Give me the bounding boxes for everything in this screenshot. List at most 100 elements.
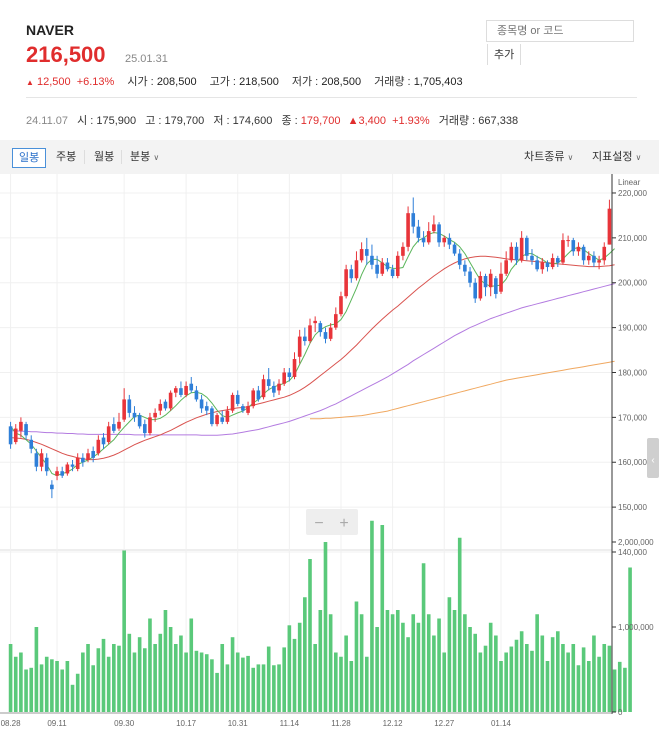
- candlestick-series: [8, 197, 612, 499]
- candle-body: [370, 255, 374, 265]
- candle-body: [457, 253, 462, 265]
- change-amount: 12,500: [36, 76, 71, 88]
- tab-weekly[interactable]: 주봉: [56, 151, 77, 163]
- zoom-out-icon[interactable]: −: [314, 515, 323, 532]
- price-tick-label: 220,000: [618, 189, 647, 198]
- info-volume: 667,338: [478, 115, 519, 127]
- volume-bar: [75, 673, 80, 712]
- candle-body: [86, 453, 90, 460]
- info-close: 179,700: [300, 115, 341, 127]
- volume-bar: [607, 645, 612, 712]
- price-tick-label: 200,000: [618, 279, 647, 288]
- chart-axes: 08.28 09.11 09.30 10.17 10.31 11.14 11.28 12.12…: [0, 174, 654, 728]
- volume-bar: [364, 656, 369, 712]
- volume-bar: [225, 664, 230, 712]
- candle-body: [163, 401, 168, 409]
- x-tick-label: 11.28: [331, 719, 351, 728]
- x-tick-label: 09.11: [47, 719, 67, 728]
- x-tick-label: 09.30: [114, 719, 135, 728]
- candle-body: [555, 258, 560, 263]
- candle-body: [29, 439, 34, 449]
- candle-body: [411, 213, 416, 227]
- add-button[interactable]: 추가: [487, 44, 522, 65]
- candle-body: [473, 282, 478, 299]
- candle-body: [426, 231, 431, 243]
- volume-bar: [70, 684, 75, 712]
- candle-body: [19, 421, 23, 431]
- volume-bar: [525, 644, 529, 712]
- candle-body: [246, 406, 250, 413]
- volume-bar: [530, 650, 534, 712]
- candle-body: [101, 437, 106, 445]
- x-tick-label: 11.14: [280, 719, 300, 728]
- candle-body: [488, 273, 493, 288]
- candle-body: [566, 240, 570, 242]
- price-summary-row: ▲ 12,500 +6.13% 시가 : 208,500 고가 : 218,50…: [26, 73, 463, 89]
- candle-body: [158, 403, 163, 411]
- candle-body: [75, 457, 80, 469]
- candle-body: [540, 262, 545, 270]
- open-label: 시가 :: [127, 76, 154, 88]
- candle-body: [297, 336, 302, 357]
- volume-bar: [142, 648, 147, 712]
- chart-type-dropdown[interactable]: 차트종류 ∨: [518, 148, 579, 166]
- candle-body: [349, 269, 354, 279]
- candle-body: [364, 249, 369, 256]
- tab-monthly[interactable]: 월봉: [94, 151, 115, 163]
- indicator-settings-label: 지표설정: [592, 151, 633, 163]
- side-panel-toggle[interactable]: ‹: [647, 438, 659, 478]
- zoom-in-icon[interactable]: +: [339, 515, 348, 532]
- candle-body: [256, 390, 261, 400]
- candle-body: [421, 237, 426, 243]
- volume-bar: [509, 646, 514, 712]
- candle-body: [44, 457, 49, 472]
- candle-body: [230, 394, 235, 411]
- volume-bar: [328, 614, 333, 712]
- volume-bar: [514, 639, 519, 712]
- info-up-arrow-icon: ▲: [347, 115, 359, 127]
- tab-daily[interactable]: 일봉: [12, 148, 47, 168]
- volume-bar: [576, 665, 581, 712]
- search-input[interactable]: [486, 20, 634, 42]
- volume-bar: [395, 610, 400, 712]
- volume-bar: [287, 625, 292, 712]
- volume-bar: [13, 656, 18, 712]
- info-volume-label: 거래량 :: [438, 115, 476, 127]
- volume-bar: [586, 661, 591, 712]
- volume-bar: [194, 650, 199, 712]
- divider: [26, 97, 637, 98]
- info-high-label: 고 :: [145, 115, 162, 127]
- tab-minute[interactable]: 분봉 ∨: [124, 148, 165, 166]
- info-low: 174,600: [232, 115, 273, 127]
- volume-bar: [504, 652, 508, 712]
- volume-bar: [137, 637, 142, 712]
- volume-value: 1,705,403: [413, 76, 463, 88]
- candle-body: [339, 296, 343, 315]
- candle-body: [586, 255, 591, 261]
- candle-body: [70, 464, 75, 467]
- candle-body: [308, 325, 312, 342]
- stock-chart[interactable]: 08.28 09.11 09.30 10.17 10.31 11.14 11.28 12.12…: [0, 174, 659, 741]
- volume-series: [8, 520, 632, 712]
- change-percent: +6.13%: [76, 76, 115, 88]
- info-close-label: 종 :: [281, 115, 298, 127]
- info-open-label: 시 :: [77, 115, 94, 127]
- volume-bar: [29, 667, 34, 712]
- candle-body: [282, 372, 286, 384]
- volume-bar: [277, 664, 281, 712]
- candle-body: [328, 327, 333, 339]
- volume-bar: [488, 622, 493, 712]
- info-open: 175,900: [96, 115, 137, 127]
- candle-body: [39, 453, 44, 467]
- side-panel-toggle-bg[interactable]: [647, 438, 659, 478]
- volume-bar: [550, 637, 555, 712]
- price-tick-label: 160,000: [618, 458, 647, 467]
- chart-grid: [0, 174, 612, 713]
- x-tick-label: 12.12: [383, 719, 404, 728]
- volume-bar: [447, 597, 452, 712]
- candle-body: [215, 415, 219, 425]
- volume-bar: [230, 637, 235, 712]
- indicator-settings-dropdown[interactable]: 지표설정 ∨: [586, 148, 647, 166]
- volume-bar: [50, 659, 54, 712]
- chart-toolbar: [0, 140, 659, 174]
